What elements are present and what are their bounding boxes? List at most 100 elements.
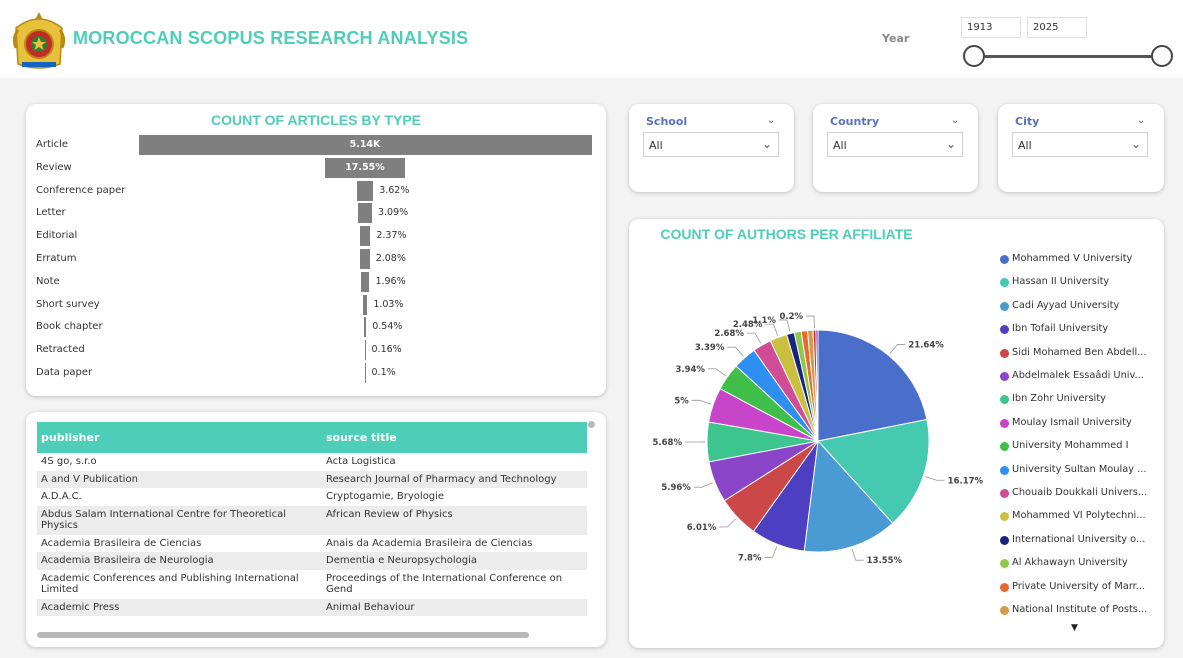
table-row[interactable]: A and V Publication Research Journal of P… [37, 470, 587, 488]
pie-data-label: 5% [674, 396, 689, 406]
chevron-down-icon: ⌄ [761, 137, 772, 151]
legend-label: Private University of Marr... [1012, 580, 1146, 592]
legend-item[interactable]: Ibn Tofail University [1000, 323, 1160, 337]
bar-label: Erratum [36, 253, 77, 264]
school-slicer-collapse-icon[interactable]: ⌄ [767, 115, 776, 126]
table-row[interactable]: Academia Brasileira de Ciencias Anais da … [37, 535, 587, 553]
year-slider-track[interactable] [974, 55, 1164, 58]
bar[interactable] [359, 226, 371, 247]
column-header-source-title[interactable]: source title [322, 422, 587, 453]
bar-row[interactable]: Letter 3.09% [26, 203, 606, 224]
bar-label: Review [36, 161, 72, 173]
pie-slice[interactable] [817, 418, 930, 524]
bar-row[interactable]: Retracted 0.16% [26, 340, 606, 361]
city-slicer-card: City ⌄ All ⌄ [998, 104, 1164, 192]
header-bar: MOROCCAN SCOPUS RESEARCH ANALYSIS Year 1… [0, 0, 1183, 78]
source-title-cell: Proceedings of the International Confere… [326, 572, 563, 596]
bar[interactable] [360, 249, 370, 269]
legend-item[interactable]: International University o... [1000, 534, 1160, 548]
publisher-cell: Academia Brasileira de Neurologia [37, 552, 322, 570]
publisher-cell: Academic Conferences and Publishing Inte… [41, 572, 299, 596]
bar-row[interactable]: Article 5.14K [26, 135, 606, 155]
year-to-input[interactable]: 2025 [1027, 17, 1087, 38]
pie-data-label: 16.17% [948, 476, 984, 486]
bar-row[interactable]: Book chapter 0.54% [26, 317, 606, 338]
year-slider-start-handle[interactable] [963, 45, 985, 67]
legend-item[interactable]: University Mohammed I [1000, 440, 1160, 454]
bar-row[interactable]: Editorial 2.37% [26, 226, 606, 247]
table-row[interactable]: Abdus Salam International Centre for The… [37, 505, 587, 535]
country-slicer-collapse-icon[interactable]: ⌄ [951, 115, 960, 126]
bar-row[interactable]: Review 17.55% [26, 157, 606, 178]
legend-item[interactable]: Cadi Ayyad University [1000, 300, 1160, 314]
legend-color-dot [1000, 301, 1009, 311]
legend-label: Cadi Ayyad University [1012, 299, 1120, 311]
table-row[interactable]: Academia Brasileira de Neurologia Dementi… [37, 552, 587, 570]
bar[interactable] [138, 135, 592, 155]
legend-item[interactable]: Mohammed V University [1000, 253, 1160, 267]
bar[interactable] [360, 271, 370, 292]
pie-data-label: 0.2% [779, 312, 803, 322]
bar[interactable] [358, 203, 372, 224]
legend-item[interactable]: Sidi Mohamed Ben Abdell... [1000, 347, 1160, 361]
bar[interactable] [364, 363, 366, 383]
bar-row[interactable]: Conference paper 3.62% [26, 180, 606, 201]
pie-leader-line [764, 546, 778, 558]
bar-row[interactable]: Note 1.96% [26, 271, 606, 292]
pie-slice[interactable] [817, 329, 928, 442]
legend-item[interactable]: Chouaib Doukkali Univers... [1000, 487, 1160, 501]
bar-label: Note [36, 275, 60, 287]
table-row[interactable]: Academic Conferences and Publishing Inte… [37, 570, 587, 599]
city-slicer-collapse-icon[interactable]: ⌄ [1137, 115, 1146, 126]
bar-label: Short survey [36, 298, 100, 310]
legend-item[interactable]: Al Akhawayn University [1000, 557, 1160, 571]
legend-item[interactable]: University Sultan Moulay ... [1000, 464, 1160, 478]
vertical-scrollbar[interactable] [588, 421, 595, 428]
app-title: MOROCCAN SCOPUS RESEARCH ANALYSIS [73, 28, 469, 48]
bar[interactable] [363, 317, 367, 338]
bar[interactable] [356, 180, 374, 201]
legend-color-dot [1000, 348, 1009, 358]
bar-label: Retracted [36, 344, 85, 356]
authors-per-affiliate-card: COUNT OF AUTHORS PER AFFILIATE 21.64% 16.… [629, 219, 1164, 648]
legend-scroll-down-icon[interactable]: ▼ [1071, 623, 1078, 633]
legend-item[interactable]: Hassan II University [1000, 276, 1160, 290]
authors-per-affiliate-title: COUNT OF AUTHORS PER AFFILIATE [660, 226, 913, 242]
pie-leader-line [746, 332, 762, 344]
city-dropdown[interactable]: All ⌄ [1012, 132, 1148, 157]
school-dropdown[interactable]: All ⌄ [643, 132, 779, 157]
bar[interactable] [362, 294, 368, 315]
legend-item[interactable]: Abdelmalek Essaâdi Univ... [1000, 370, 1160, 384]
source-title-cell: Acta Logistica [326, 456, 396, 467]
horizontal-scrollbar[interactable] [37, 632, 529, 638]
table-row[interactable]: Academic Press Animal Behaviour [37, 598, 587, 616]
legend-label: Mohammed VI Polytechni... [1012, 510, 1146, 522]
school-slicer-label: School [646, 115, 688, 128]
pie-slice[interactable] [803, 439, 894, 553]
table-row[interactable]: 4S go, s.r.o Acta Logistica [37, 453, 587, 471]
year-from-input[interactable]: 1913 [961, 17, 1021, 38]
table-row[interactable]: A.D.A.C. Cryptogamie, Bryologie [37, 488, 587, 506]
legend-item[interactable]: Moulay Ismail University [1000, 417, 1160, 431]
legend-item[interactable]: National Institute of Posts... [1000, 604, 1160, 618]
legend-item[interactable]: Mohammed VI Polytechni... [1000, 510, 1160, 524]
column-header-publisher[interactable]: publisher [37, 422, 322, 453]
country-dropdown[interactable]: All ⌄ [827, 132, 963, 157]
bar[interactable] [325, 157, 405, 178]
legend-item[interactable]: Private University of Marr... [1000, 581, 1160, 595]
legend-item[interactable]: Ibn Zohr University [1000, 393, 1160, 407]
country-slicer-label: Country [830, 115, 880, 128]
pie-slice[interactable] [815, 329, 819, 442]
bar[interactable] [364, 340, 366, 361]
legend-color-dot [1000, 489, 1009, 498]
source-title-cell: Anais da Academia Brasileira de Ciencias [326, 537, 533, 549]
bar-row[interactable]: Data paper 0.1% [26, 363, 606, 383]
bar-value: 0.1% [371, 367, 396, 378]
year-slider-end-handle[interactable] [1151, 45, 1173, 67]
bar-row[interactable]: Short survey 1.03% [26, 294, 606, 315]
legend-label: International University o... [1012, 533, 1146, 545]
source-title-cell: Research Journal of Pharmacy and Technol… [322, 470, 587, 488]
bar-row[interactable]: Erratum 2.08% [26, 249, 606, 269]
articles-by-type-title: COUNT OF ARTICLES BY TYPE [210, 112, 421, 128]
affiliate-pie-chart: 21.64% 16.17% 13.55% 7.8% 6.01% 5.96% 5.68% 5% 3… [653, 312, 984, 566]
